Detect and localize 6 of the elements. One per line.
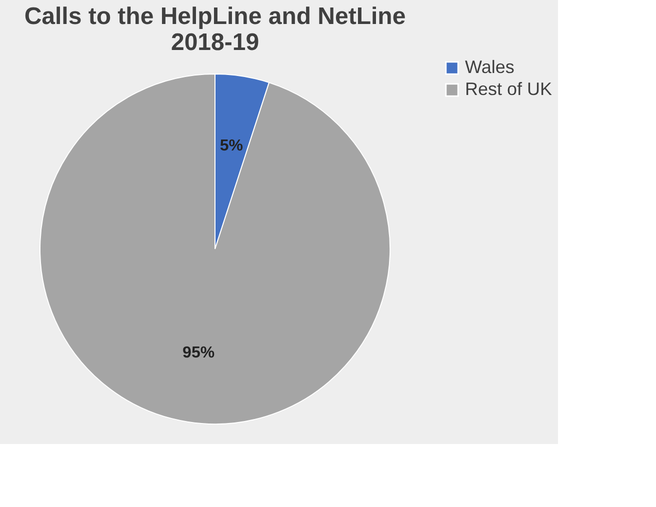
legend-label: Wales — [465, 57, 514, 77]
pie-slice — [40, 74, 390, 424]
legend-label: Rest of UK — [465, 79, 552, 99]
data-label: 5% — [220, 137, 243, 154]
chart-title: Calls to the HelpLine and NetLine 2018-19 — [24, 3, 406, 56]
data-label: 95% — [182, 344, 215, 362]
